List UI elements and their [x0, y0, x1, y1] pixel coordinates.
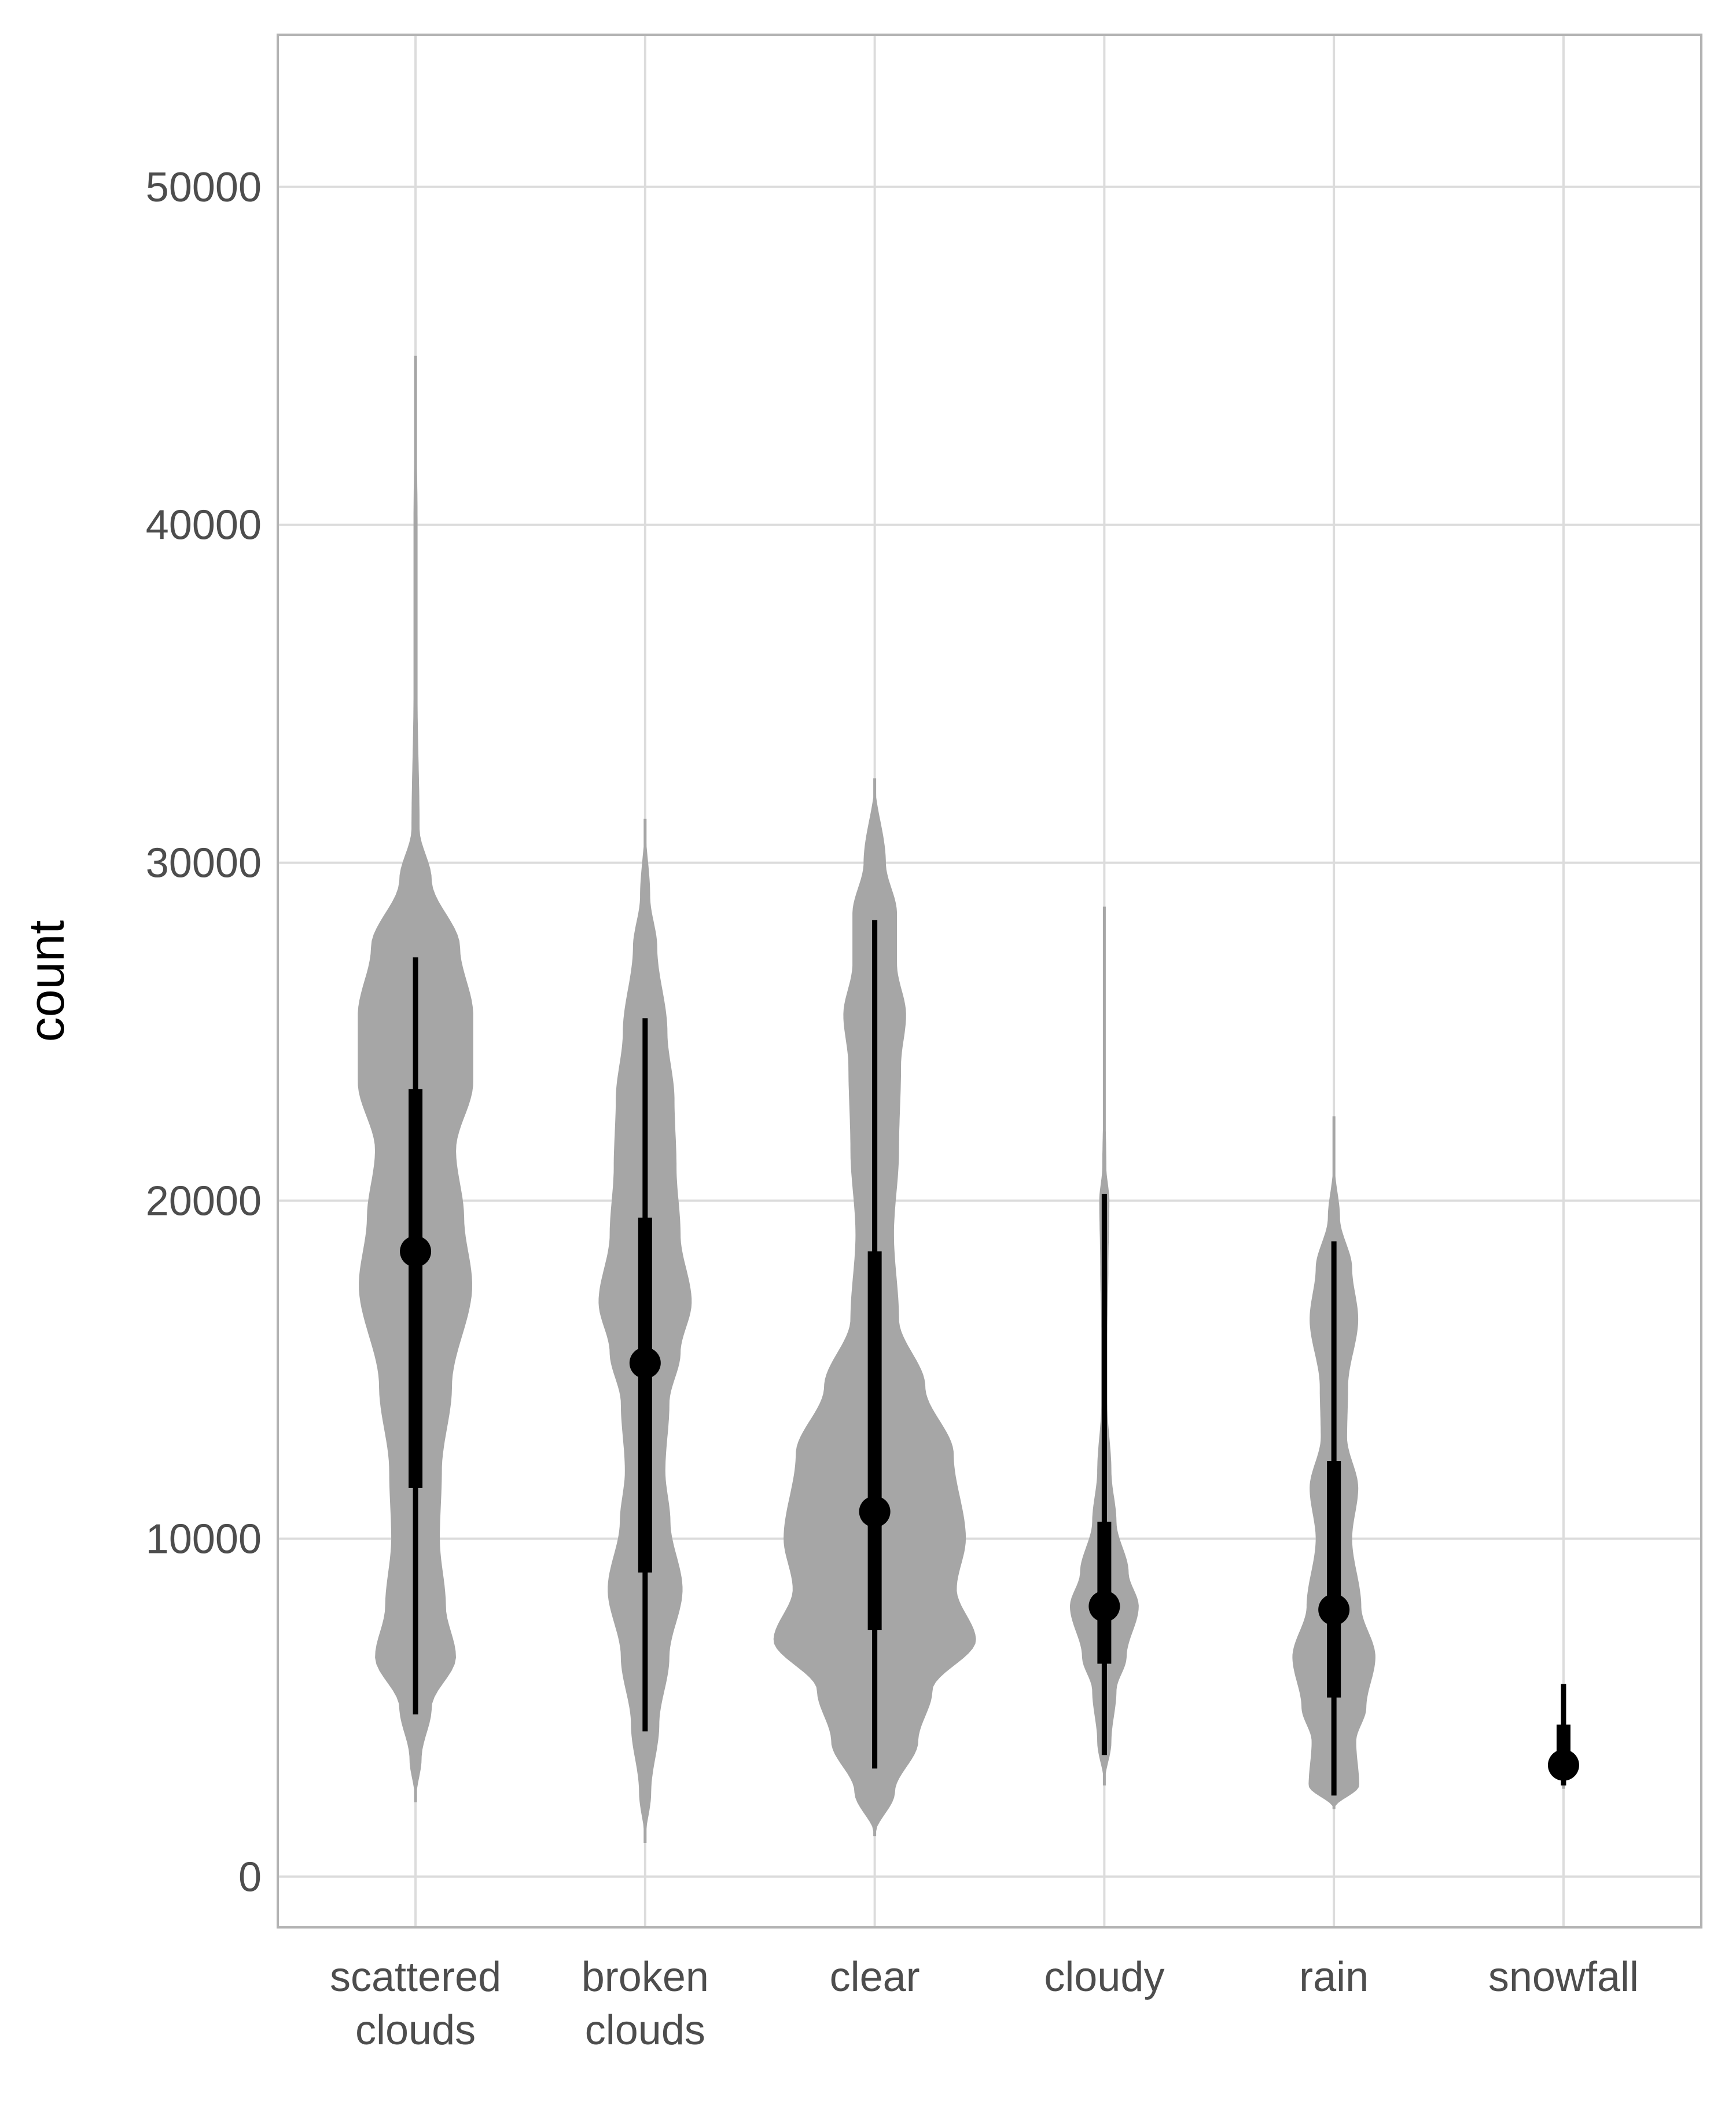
- x-tick-label-line: cloudy: [1044, 1954, 1164, 2000]
- x-tick-label-line: snowfall: [1488, 1954, 1639, 2000]
- summary-layer: [400, 920, 1579, 1796]
- x-tick-label-line: scattered: [330, 1954, 501, 2000]
- x-tick-label-line: broken: [582, 1954, 709, 2000]
- median-point: [1318, 1594, 1350, 1626]
- y-tick-label: 10000: [146, 1516, 262, 1562]
- x-tick-label-line: clouds: [355, 2007, 476, 2054]
- y-axis-title: count: [19, 920, 75, 1042]
- x-tick-label: scattered clouds: [330, 1954, 501, 2054]
- x-tick-label: cloudy: [1044, 1954, 1164, 2000]
- x-tick-label-line: clouds: [585, 2007, 705, 2054]
- y-tick-label: 20000: [146, 1178, 262, 1225]
- x-tick-label: snowfall: [1488, 1954, 1639, 2000]
- y-tick-label: 50000: [146, 164, 262, 211]
- median-point: [629, 1347, 661, 1379]
- median-point: [1088, 1591, 1120, 1622]
- x-tick-label: broken clouds: [582, 1954, 709, 2054]
- median-point: [1547, 1749, 1579, 1781]
- y-tick-labels: 0 10000 20000 30000 40000 50000: [146, 164, 262, 1901]
- y-tick-label: 40000: [146, 502, 262, 549]
- x-tick-label: rain: [1299, 1954, 1369, 2000]
- x-tick-labels: scattered clouds broken clouds clear cloudy ra…: [330, 1954, 1639, 2054]
- median-point: [400, 1236, 432, 1268]
- x-tick-label: clear: [830, 1954, 920, 2000]
- median-point: [859, 1496, 891, 1527]
- plot-frame: [277, 34, 1702, 1929]
- y-tick-label: 0: [238, 1854, 262, 1900]
- x-tick-label-line: clear: [830, 1954, 920, 2000]
- x-tick-label-line: rain: [1299, 1954, 1369, 2000]
- y-tick-label: 30000: [146, 840, 262, 887]
